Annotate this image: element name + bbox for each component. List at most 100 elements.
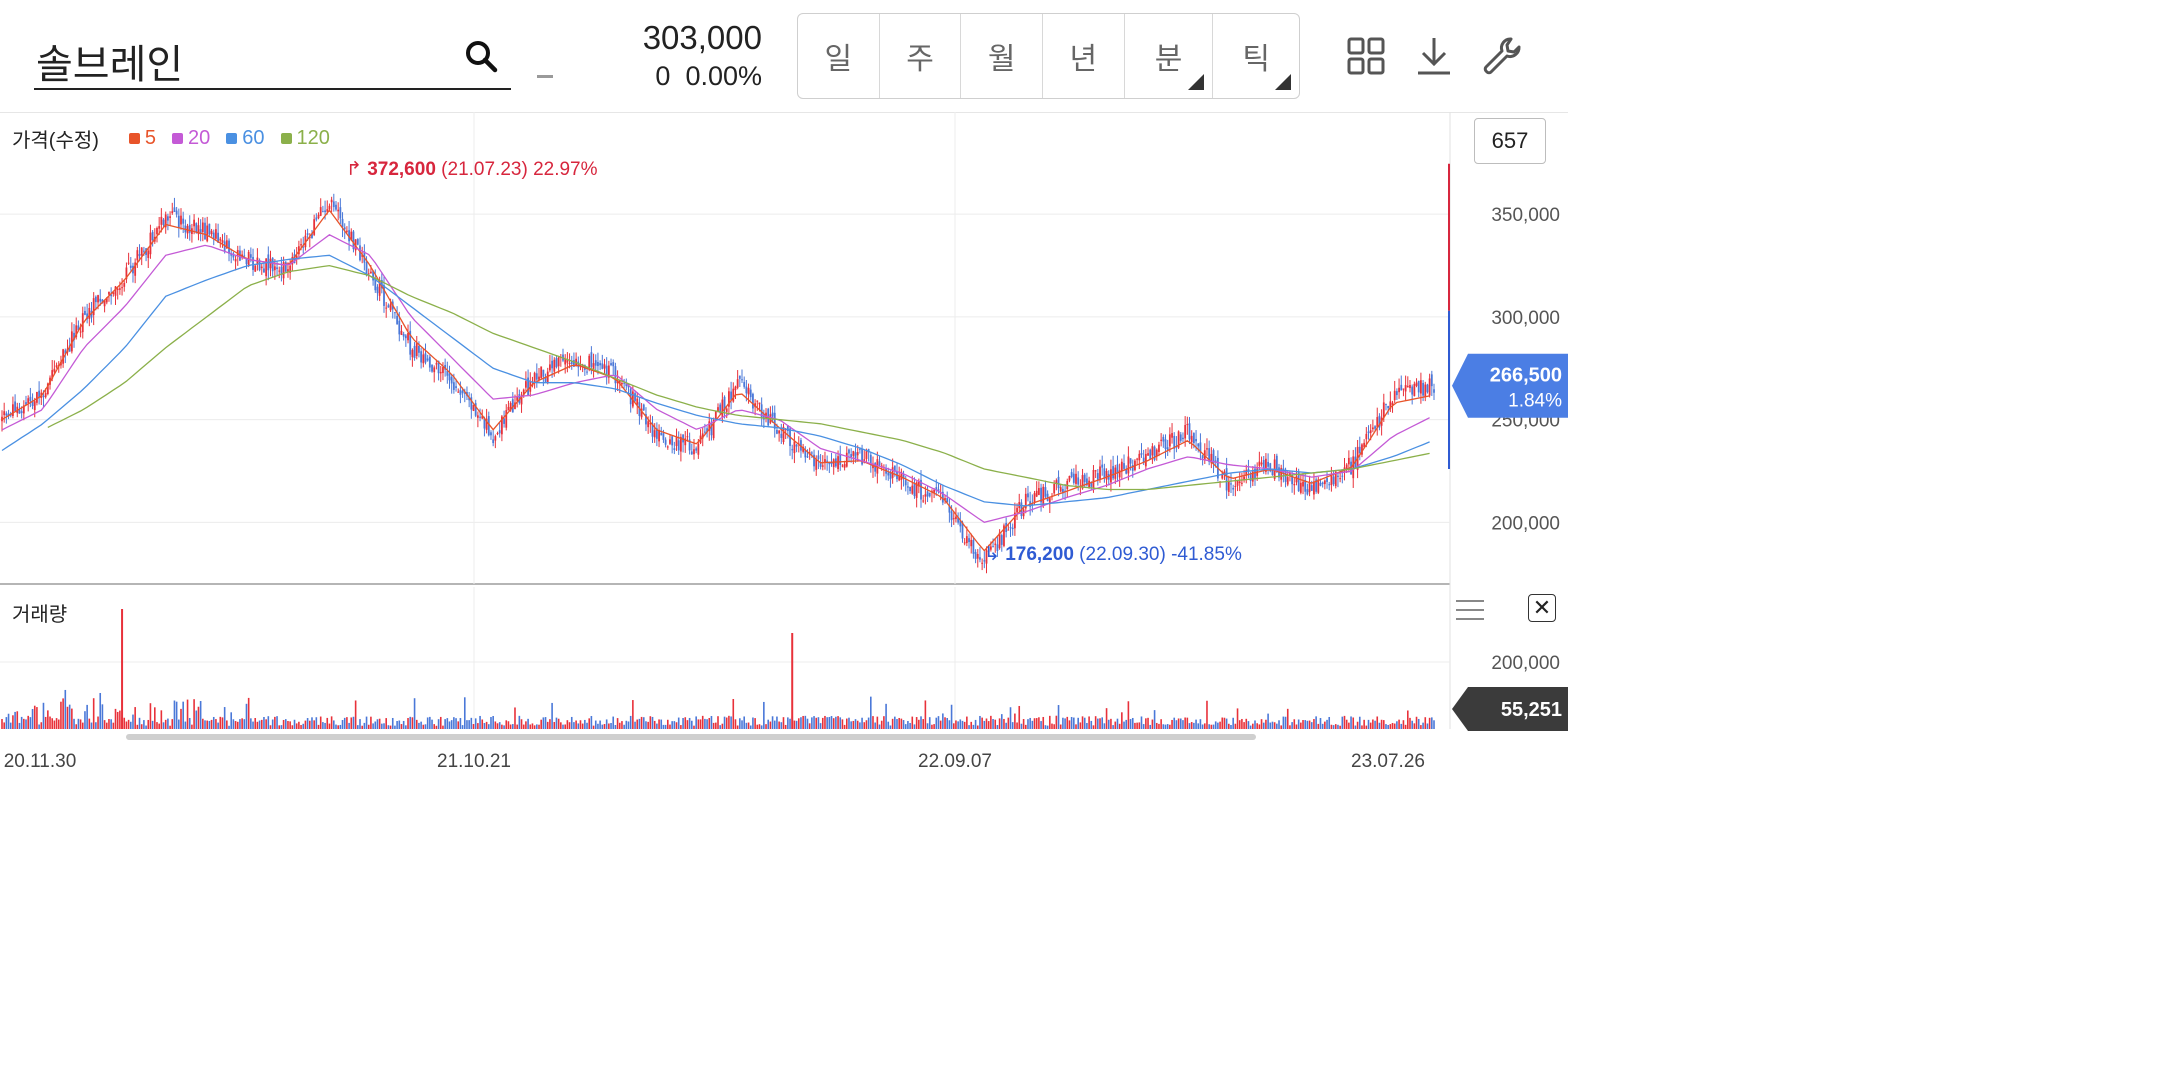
- volume-bar: [795, 720, 798, 729]
- volume-bar: [966, 716, 968, 729]
- candle-body: [1265, 458, 1267, 472]
- candle-body: [592, 363, 595, 369]
- search-icon[interactable]: [463, 38, 499, 74]
- candle-body: [1188, 423, 1191, 440]
- candle-body: [1417, 380, 1420, 393]
- candle-body: [848, 449, 850, 454]
- volume-bar: [1005, 722, 1007, 729]
- volume-bar: [843, 724, 846, 729]
- candle-body: [280, 266, 283, 275]
- candle-body: [1374, 426, 1376, 429]
- wrench-icon[interactable]: [1482, 36, 1522, 76]
- volume-bar: [1073, 717, 1075, 729]
- volume-bar: [669, 724, 671, 729]
- volume-bar: [1090, 720, 1093, 729]
- volume-bar: [1212, 724, 1215, 729]
- candle-body: [221, 240, 224, 243]
- volume-bar: [992, 719, 994, 729]
- stock-name-input[interactable]: 솔브레인: [36, 43, 184, 87]
- period-week-button[interactable]: 주: [880, 14, 962, 98]
- legend-title: 가격(수정): [12, 130, 99, 152]
- volume-bar: [132, 714, 134, 729]
- candle-body: [900, 471, 903, 480]
- candle-body: [911, 485, 914, 494]
- candle-body: [212, 232, 215, 240]
- grid-icon[interactable]: [1346, 36, 1386, 76]
- candle-body: [998, 532, 1001, 549]
- candle-body: [36, 391, 38, 403]
- volume-bar: [573, 722, 575, 729]
- legend-item-ma20[interactable]: 20: [172, 127, 210, 150]
- candle-body: [79, 331, 82, 333]
- volume-bar: [53, 720, 56, 729]
- volume-bar: [1223, 717, 1226, 729]
- period-month-button[interactable]: 월: [961, 14, 1044, 98]
- candle-body: [974, 551, 977, 559]
- price-volume-chart[interactable]: 350,000300,000250,000200,000200,00020.11…: [0, 112, 1568, 783]
- volume-bar: [632, 700, 634, 729]
- visible-count-badge[interactable]: 657: [1474, 118, 1546, 164]
- volume-bar: [1304, 720, 1307, 729]
- candle-body: [156, 228, 158, 235]
- period-tick-button[interactable]: 틱: [1213, 14, 1299, 98]
- candle-body: [1094, 470, 1097, 472]
- ma-line-60: [1, 254, 1430, 507]
- volume-bar: [267, 716, 270, 729]
- candle-body: [1341, 475, 1344, 477]
- period-year-label: 년: [1069, 43, 1098, 76]
- volume-bar: [202, 718, 204, 729]
- volume-bar: [662, 724, 665, 729]
- candle-body: [642, 404, 645, 411]
- volume-bar: [1234, 723, 1237, 729]
- menu-icon[interactable]: [1456, 598, 1484, 622]
- download-icon[interactable]: [1414, 36, 1454, 76]
- volume-bar: [996, 725, 999, 729]
- volume-bar: [1070, 716, 1073, 729]
- candle-body: [424, 353, 427, 363]
- volume-bar: [1245, 718, 1248, 729]
- close-volume-button[interactable]: ✕: [1528, 594, 1556, 622]
- volume-bar: [389, 725, 392, 729]
- candle-body: [1323, 480, 1326, 485]
- legend-item-ma120[interactable]: 120: [280, 127, 330, 150]
- chart-scrollbar[interactable]: [126, 734, 1256, 740]
- legend-item-ma5[interactable]: 5: [128, 127, 156, 150]
- candle-body: [27, 398, 30, 404]
- volume-bar: [961, 720, 964, 729]
- volume-bar: [271, 719, 274, 729]
- candle-body: [29, 396, 32, 402]
- volume-bar: [221, 717, 224, 729]
- volume-bar: [577, 723, 580, 729]
- volume-bar: [97, 716, 99, 729]
- volume-bar: [845, 718, 848, 729]
- candle-body: [516, 397, 519, 401]
- volume-bar: [352, 716, 355, 729]
- volume-bar: [1, 719, 3, 729]
- period-minute-button[interactable]: 분: [1125, 14, 1214, 98]
- volume-bar: [239, 719, 241, 729]
- volume-bar: [616, 718, 619, 729]
- volume-bar: [391, 717, 394, 729]
- volume-bar: [1153, 710, 1156, 729]
- volume-bar: [81, 722, 84, 729]
- candle-body: [688, 439, 691, 451]
- period-day-button[interactable]: 일: [798, 14, 880, 98]
- period-year-button[interactable]: 년: [1043, 14, 1125, 98]
- volume-bar: [686, 720, 689, 729]
- volume-bar: [215, 719, 217, 729]
- volume-bar: [664, 724, 667, 729]
- stock-search-box[interactable]: 솔브레인: [34, 22, 511, 90]
- legend-item-ma60[interactable]: 60: [226, 127, 265, 150]
- volume-bar: [265, 719, 267, 729]
- volume-bar: [184, 721, 187, 729]
- volume-bar: [1372, 719, 1374, 729]
- volume-bar: [14, 711, 16, 729]
- volume-bar: [623, 724, 625, 729]
- candle-body: [1306, 489, 1309, 495]
- volume-bar: [1164, 724, 1167, 729]
- candle-body: [614, 366, 617, 384]
- candle-body: [893, 465, 896, 472]
- candle-body: [361, 255, 364, 257]
- volume-bar: [983, 720, 986, 729]
- candle-body: [660, 433, 663, 436]
